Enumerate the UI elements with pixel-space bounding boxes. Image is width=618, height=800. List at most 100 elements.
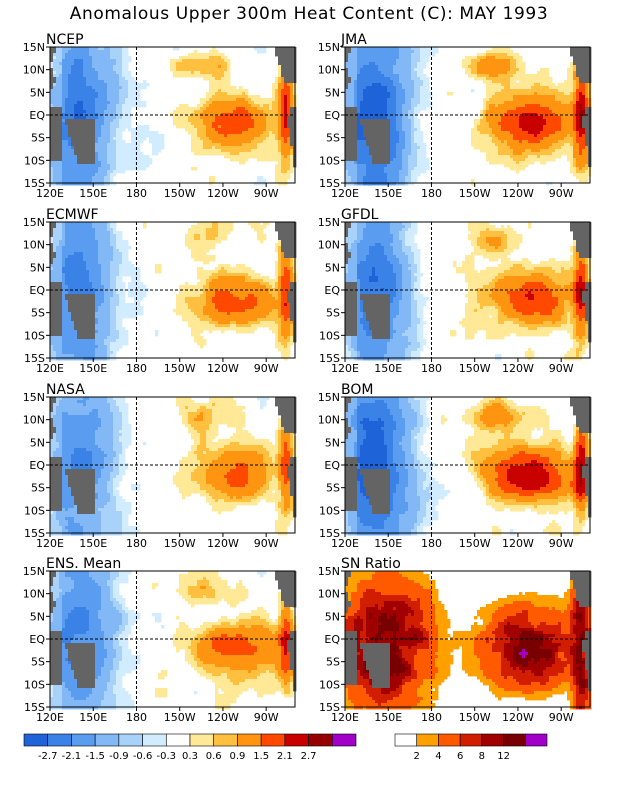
heat-cell — [498, 95, 502, 99]
heat-cell — [197, 140, 201, 144]
heat-cell — [531, 128, 535, 132]
heat-cell — [513, 122, 517, 126]
heat-cell — [387, 119, 391, 123]
heat-cell — [474, 71, 478, 75]
heat-cell — [360, 107, 364, 111]
heat-cell — [558, 113, 562, 117]
heat-cell — [348, 116, 352, 120]
heat-cell — [492, 56, 496, 60]
heat-cell — [143, 164, 147, 168]
heat-cell — [107, 80, 111, 84]
heat-cell — [498, 89, 502, 93]
heat-cell — [354, 182, 358, 186]
heat-cell — [486, 77, 490, 81]
heat-cell — [411, 104, 415, 108]
heat-cell — [513, 128, 517, 132]
heat-cell — [95, 68, 99, 72]
heat-cell — [411, 167, 415, 171]
heat-cell — [552, 143, 556, 147]
heat-cell — [546, 101, 550, 105]
heat-cell — [504, 101, 508, 105]
heat-cell — [351, 116, 355, 120]
heat-cell — [278, 107, 282, 111]
heat-cell — [513, 59, 517, 63]
heat-cell — [230, 146, 234, 150]
heat-cell — [399, 86, 403, 90]
heat-cell — [50, 137, 54, 141]
heat-cell — [212, 47, 216, 51]
heat-cell — [426, 104, 430, 108]
heat-cell — [408, 122, 412, 126]
heat-cell — [290, 59, 294, 63]
heat-cell — [185, 74, 189, 78]
heat-cell — [516, 134, 520, 138]
heat-cell — [345, 161, 349, 165]
heat-cell — [116, 170, 120, 174]
heat-cell — [534, 149, 538, 153]
heat-cell — [83, 155, 87, 159]
heat-cell — [405, 59, 409, 63]
heat-cell — [212, 122, 216, 126]
heat-cell — [573, 128, 577, 132]
heat-cell — [543, 116, 547, 120]
heat-cell — [537, 107, 541, 111]
heat-cell — [393, 149, 397, 153]
heat-cell — [348, 164, 352, 168]
heat-cell — [92, 167, 96, 171]
heat-cell — [53, 68, 57, 72]
heat-cell — [95, 101, 99, 105]
heat-cell — [579, 161, 583, 165]
heat-cell — [486, 104, 490, 108]
heat-cell — [236, 92, 240, 96]
heat-cell — [113, 62, 117, 66]
heat-cell — [579, 74, 583, 78]
heat-cell — [68, 155, 72, 159]
heat-cell — [92, 53, 96, 57]
heat-cell — [116, 50, 120, 54]
heat-cell — [528, 140, 532, 144]
heat-cell — [131, 143, 135, 147]
heat-cell — [110, 74, 114, 78]
heat-cell — [519, 167, 523, 171]
heat-cell — [471, 134, 475, 138]
heat-cell — [351, 80, 355, 84]
heat-cell — [239, 122, 243, 126]
heat-cell — [206, 140, 210, 144]
heat-cell — [513, 113, 517, 117]
heat-cell — [209, 92, 213, 96]
heat-cell — [498, 74, 502, 78]
heat-cell — [191, 53, 195, 57]
heat-cell — [405, 167, 409, 171]
heat-cell — [381, 59, 385, 63]
heat-cell — [269, 125, 273, 129]
heat-cell — [233, 104, 237, 108]
heat-cell — [483, 134, 487, 138]
heat-cell — [495, 95, 499, 99]
heat-cell — [504, 128, 508, 132]
heat-cell — [116, 119, 120, 123]
heat-cell — [134, 83, 138, 87]
heat-cell — [501, 83, 505, 87]
heat-cell — [278, 71, 282, 75]
heat-cell — [576, 107, 580, 111]
heat-cell — [348, 134, 352, 138]
heat-cell — [50, 140, 54, 144]
heat-cell — [504, 80, 508, 84]
heat-cell — [558, 137, 562, 141]
heat-cell — [408, 74, 412, 78]
heat-cell — [498, 125, 502, 129]
heat-cell — [570, 107, 574, 111]
heat-cell — [287, 113, 291, 117]
heat-cell — [65, 86, 69, 90]
heat-cell — [558, 104, 562, 108]
heat-cell — [95, 89, 99, 93]
heat-cell — [540, 119, 544, 123]
heat-cell — [209, 89, 213, 93]
heat-cell — [384, 176, 388, 180]
heat-cell — [128, 125, 132, 129]
heat-cell — [363, 170, 367, 174]
heat-cell — [537, 89, 541, 93]
heat-cell — [414, 149, 418, 153]
heat-cell — [89, 47, 93, 51]
heat-cell — [525, 80, 529, 84]
